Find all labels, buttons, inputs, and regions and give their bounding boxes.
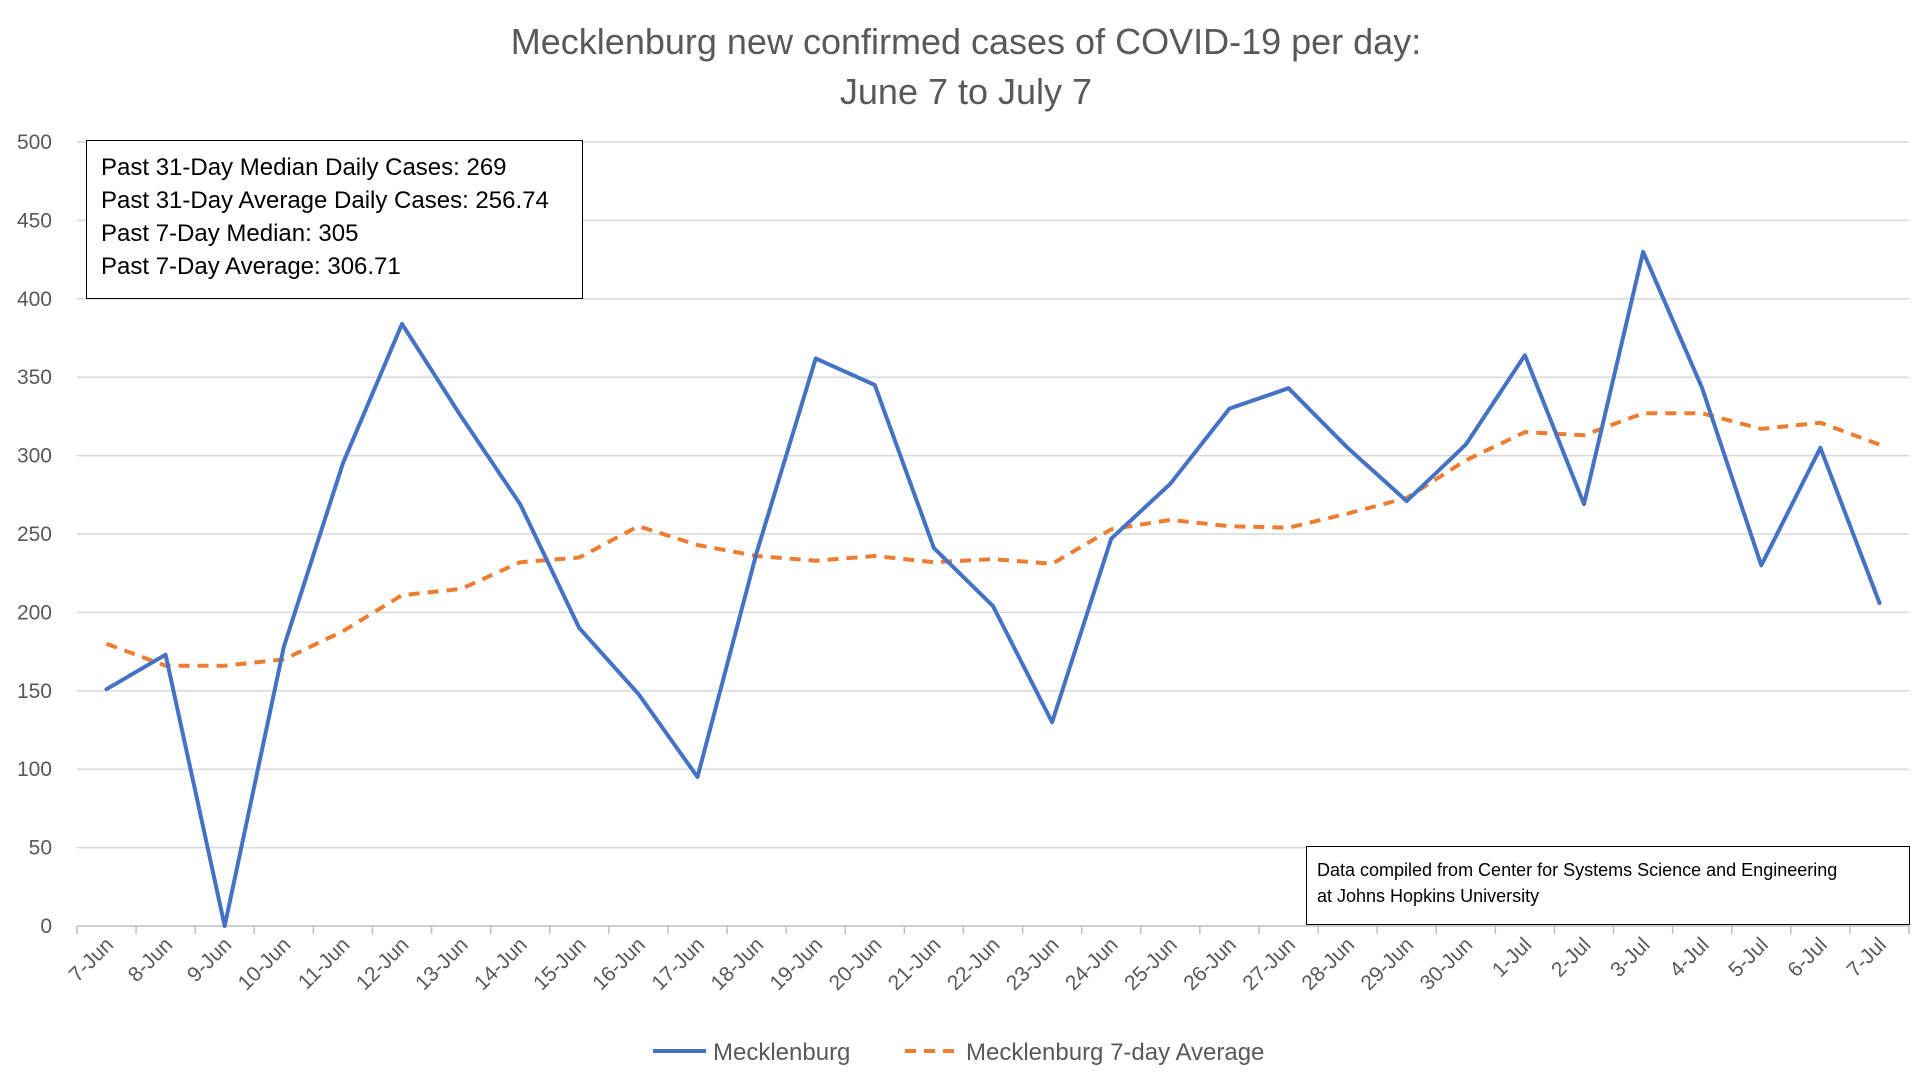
y-tick-label: 300: [17, 445, 52, 468]
x-tick-label: 24-Jun: [1061, 933, 1123, 995]
x-tick-label: 1-Jul: [1488, 933, 1536, 981]
source-note-line1: Data compiled from Center for Systems Sc…: [1317, 860, 1838, 880]
x-tick-label: 7-Jun: [65, 933, 118, 986]
x-tick-label: 25-Jun: [1120, 933, 1182, 995]
x-tick-label: 8-Jun: [124, 933, 177, 986]
stats-line: Past 31-Day Median Daily Cases: 269: [101, 154, 507, 181]
x-tick-label: 18-Jun: [706, 933, 768, 995]
x-tick-label: 2-Jul: [1547, 933, 1595, 981]
source-note-line2: at Johns Hopkins University: [1317, 886, 1540, 906]
legend: Mecklenburg Mecklenburg 7-day Average: [653, 1039, 1264, 1066]
y-tick-label: 0: [40, 915, 52, 938]
y-tick-label: 150: [17, 680, 52, 703]
x-tick-label: 3-Jul: [1606, 933, 1654, 981]
legend-label: Mecklenburg: [713, 1039, 850, 1066]
x-tick-label: 22-Jun: [943, 933, 1005, 995]
y-axis-ticks: 0 50 100 150 200 250 300 350 400 450 500: [17, 131, 52, 938]
x-tick-label: 16-Jun: [588, 933, 650, 995]
x-tick-label: 5-Jul: [1724, 933, 1772, 981]
y-tick-label: 100: [17, 758, 52, 781]
x-axis-ticks: 7-Jun 8-Jun 9-Jun10-Jun11-Jun12-Jun13-Jun1…: [65, 933, 1891, 995]
x-tick-label: 15-Jun: [529, 933, 591, 995]
legend-label: Mecklenburg 7-day Average: [966, 1039, 1264, 1066]
stats-line: Past 7-Day Median: 305: [101, 220, 359, 247]
x-tick-label: 27-Jun: [1238, 933, 1300, 995]
x-tick-label: 29-Jun: [1357, 933, 1419, 995]
x-tick-label: 28-Jun: [1297, 933, 1359, 995]
chart-title-line2: June 7 to July 7: [840, 71, 1092, 112]
x-tick-label: 20-Jun: [825, 933, 887, 995]
summary-stats-box: Past 31-Day Median Daily Cases: 269 Past…: [86, 140, 583, 299]
x-tick-label: 7-Jul: [1843, 933, 1891, 981]
y-tick-label: 500: [17, 131, 52, 154]
x-tick-label: 19-Jun: [766, 933, 828, 995]
series-line-mecklenburg-7-day-average: [105, 411, 1881, 668]
x-tick-label: 12-Jun: [352, 933, 414, 995]
stats-line: Past 7-Day Average: 306.71: [101, 253, 401, 280]
x-tick-label: 17-Jun: [647, 933, 709, 995]
y-tick-label: 250: [17, 523, 52, 546]
chart-title-line1: Mecklenburg new confirmed cases of COVID…: [511, 21, 1421, 62]
y-tick-label: 350: [17, 366, 52, 389]
x-tick-label: 21-Jun: [884, 933, 946, 995]
x-tick-label: 9-Jun: [183, 933, 236, 986]
stats-line: Past 31-Day Average Daily Cases: 256.74: [101, 187, 549, 214]
x-tick-label: 14-Jun: [470, 933, 532, 995]
y-tick-label: 200: [17, 601, 52, 624]
x-tick-label: 4-Jul: [1665, 933, 1713, 981]
x-tick-label: 30-Jun: [1416, 933, 1478, 995]
x-tick-label: 6-Jul: [1783, 933, 1831, 981]
x-tick-label: 23-Jun: [1002, 933, 1064, 995]
x-tick-label: 10-Jun: [234, 933, 296, 995]
x-tick-label: 13-Jun: [411, 933, 473, 995]
series-layer: [104, 249, 1882, 928]
y-tick-label: 450: [17, 209, 52, 232]
y-tick-label: 50: [29, 837, 52, 860]
x-tick-label: 26-Jun: [1179, 933, 1241, 995]
y-tick-label: 400: [17, 288, 52, 311]
x-axis: [76, 925, 1910, 934]
series-line-mecklenburg: [104, 249, 1882, 928]
source-note-box: Data compiled from Center for Systems Sc…: [1306, 846, 1910, 925]
x-tick-label: 11-Jun: [294, 933, 355, 994]
